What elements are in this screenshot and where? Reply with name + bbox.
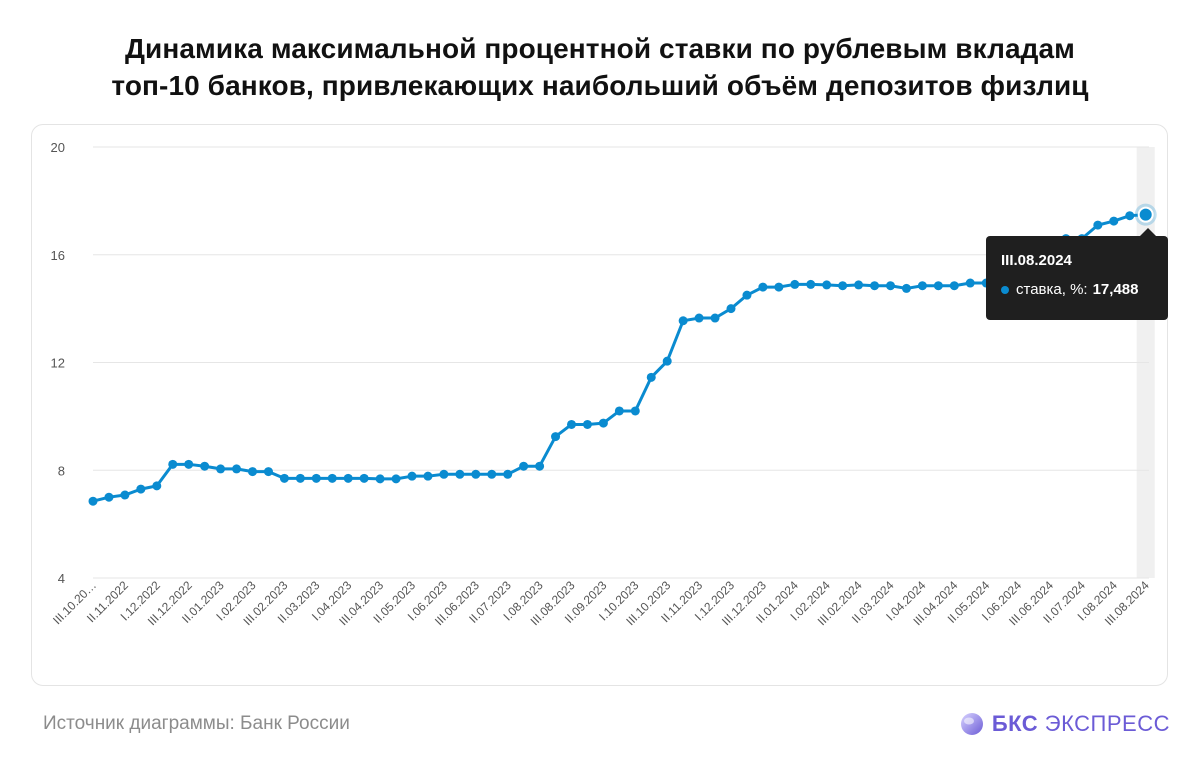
data-point [184,459,194,469]
data-point [662,356,672,366]
data-point-active [1137,206,1154,223]
chart-title-line-2: топ-10 банков, привлекающих наибольший о… [111,70,1089,101]
data-point [614,406,624,416]
data-point [295,473,305,483]
tooltip-value: 17,488 [1092,281,1139,298]
data-point [248,467,257,477]
data-point [917,281,927,291]
data-point [104,492,114,502]
chart-title-line-1: Динамика максимальной процентной ставки … [124,33,1075,64]
brand-name-rest: ЭКСПРЕСС [1038,711,1170,736]
data-point [88,496,98,506]
data-point [646,372,656,382]
data-point [901,283,911,293]
data-point [152,481,162,491]
data-point [535,461,545,471]
data-point [886,281,895,291]
data-point [726,304,736,314]
data-point [216,464,226,474]
data-point [678,316,688,326]
line-chart[interactable]: 48121620III.10.20…II.11.2022I.12.2022III… [32,125,1169,687]
brand-name-bold: БКС [991,711,1039,736]
data-point [758,282,768,292]
source-note: Источник диаграммы: Банк России [43,713,350,734]
data-point [391,474,401,484]
data-point [806,279,816,289]
data-point [870,281,880,291]
data-point [582,419,592,429]
data-point [1125,211,1135,221]
data-point [1093,220,1103,230]
data-point [407,471,417,481]
data-point [710,313,720,323]
data-point [439,469,449,479]
data-point [471,469,481,479]
chart-tooltip: III.08.2024 ставка, %: 17,488 [986,228,1168,320]
data-point [933,281,943,291]
y-tick-label: 8 [58,463,65,478]
data-point [327,473,337,483]
data-point [965,278,975,288]
data-point [1109,216,1119,226]
y-tick-label: 4 [58,571,65,586]
data-point [311,473,321,483]
tooltip-label: ставка, %: [1016,281,1088,298]
data-point [455,469,465,479]
data-point [822,280,832,290]
y-tick-label: 16 [51,248,65,263]
data-point [503,469,513,479]
y-tick-label: 12 [51,356,65,371]
brand-name: БКС ЭКСПРЕСС [992,711,1170,737]
data-point [630,406,640,416]
chart-card: 4 8 12 16 20 III.10.20… II.11.2022 I.12.2022 III… [31,124,1168,686]
tooltip-row: ставка, %: 17,488 [1001,281,1168,298]
brand-logo[interactable]: БКС ЭКСПРЕСС [960,707,1170,741]
data-point [598,418,608,428]
data-point [120,490,130,500]
data-point [232,464,242,474]
bks-logo-icon [960,713,983,735]
data-point [375,474,385,484]
data-point [838,281,848,291]
data-point [359,473,369,483]
data-point [343,473,353,483]
data-point [742,290,752,300]
data-point [949,281,959,291]
data-point [279,473,289,483]
tooltip-title: III.08.2024 [1001,252,1072,269]
y-tick-label: 20 [51,140,65,155]
data-point [694,313,704,323]
data-point [136,484,146,494]
data-point [519,461,529,471]
data-point [423,471,433,481]
chart-title: Динамика максимальной процентной ставки … [0,30,1200,104]
data-point [854,280,864,290]
data-point [487,469,497,479]
data-point [168,459,178,469]
data-point [200,461,210,471]
data-point [790,279,800,289]
data-point [774,282,784,292]
data-point [551,432,561,442]
tooltip-series-dot-icon [1001,285,1009,294]
data-point [263,467,273,477]
data-point [567,419,576,429]
